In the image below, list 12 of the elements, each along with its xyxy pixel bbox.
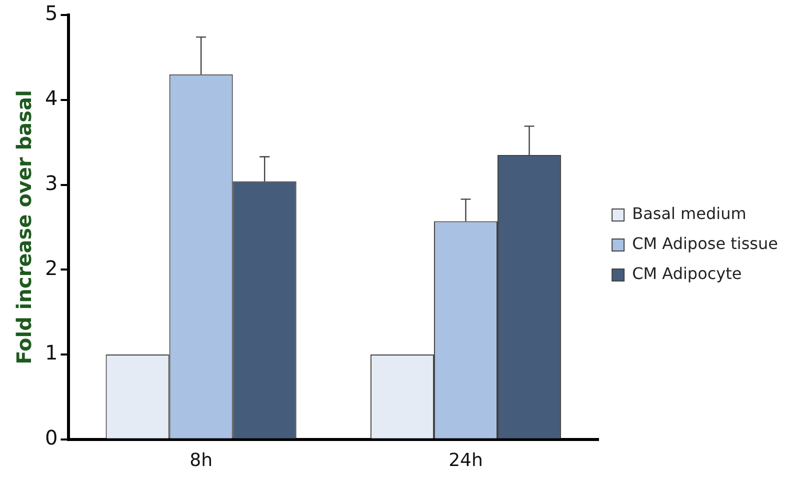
y-tick-label: 1	[44, 340, 58, 365]
x-tick-label: 24h	[448, 450, 483, 471]
legend-label: CM Adipose tissue	[632, 234, 778, 254]
y-tick-label: 5	[44, 1, 58, 26]
x-tick-label: 8h	[190, 450, 212, 471]
y-tick-label: 4	[44, 86, 58, 110]
y-axis-title: Fold increase over basal	[12, 90, 36, 364]
y-tick-label: 3	[44, 170, 58, 195]
y-tick-label: 0	[44, 426, 58, 450]
legend-label: Basal medium	[632, 204, 746, 224]
y-tick-label: 2	[44, 256, 58, 280]
legend-label: CM Adipocyte	[632, 264, 742, 284]
